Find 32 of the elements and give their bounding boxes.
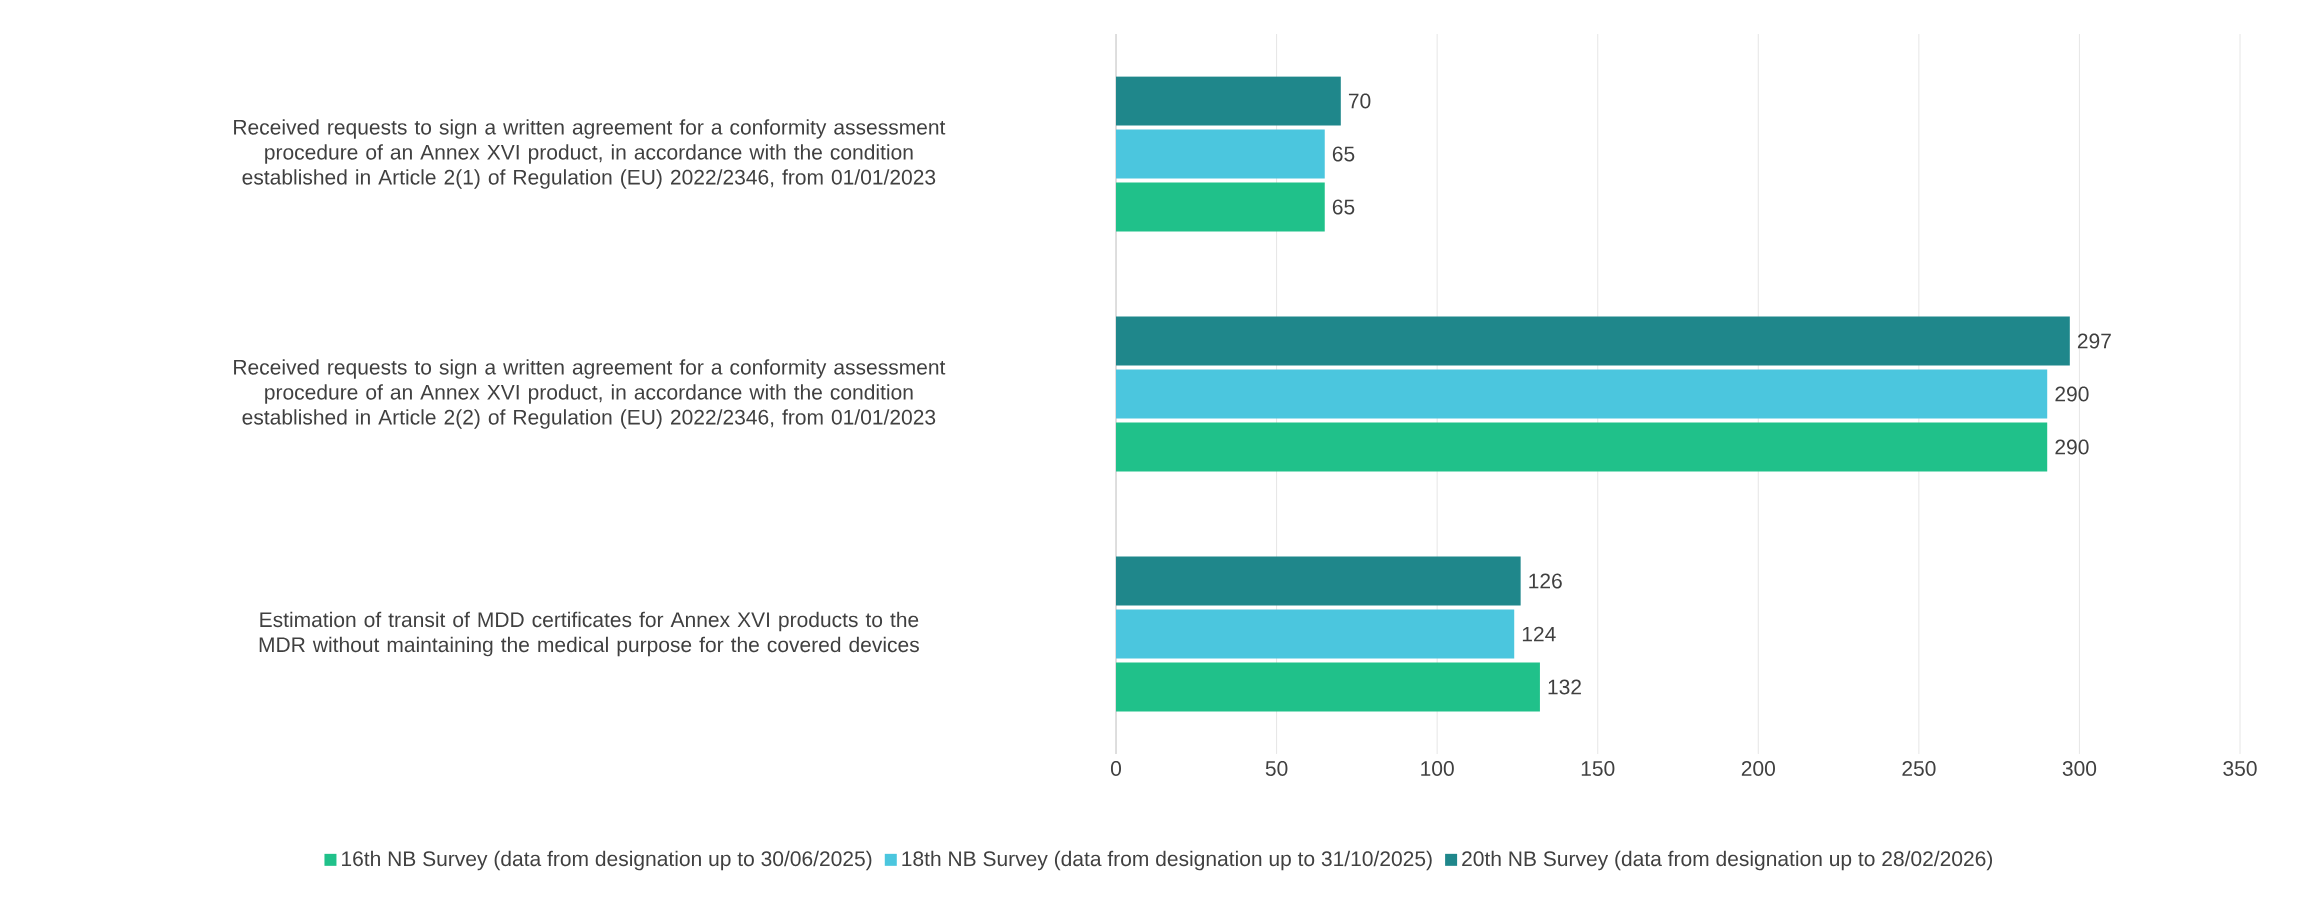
data-label: 124 (1522, 626, 1556, 642)
bar (1116, 316, 2070, 366)
x-tick-label: 150 (1581, 761, 1615, 776)
legend-label: 18th NB Survey (data from designation up to 31/10/2025) (902, 850, 1432, 871)
x-tick-label: 100 (1421, 761, 1454, 776)
data-label: 65 (1332, 199, 1355, 215)
data-label: 290 (2055, 439, 2089, 455)
bar (1116, 662, 1540, 712)
bar (1116, 556, 1521, 606)
y-tick-label: Estimation of transit of MDD certificates for Annex XVI products to the MDR without maintaining the medical purpose for the covered devices (259, 611, 919, 657)
data-label: 132 (1548, 679, 1581, 695)
data-label: 126 (1529, 573, 1562, 589)
x-tick-label: 300 (2062, 761, 2097, 776)
bar (1116, 609, 1515, 659)
legend-label: 20th NB Survey (data from designation up to 28/02/2026) (1462, 850, 1993, 871)
bar (1116, 76, 1341, 126)
x-tick-label: 200 (1741, 761, 1775, 776)
legend-label: 16th NB Survey (data from designation up to 30/06/2025) (342, 850, 872, 871)
data-label: 70 (1348, 93, 1371, 109)
bar (1116, 182, 1325, 232)
x-tick-label: 0 (1110, 761, 1122, 776)
x-tick-label: 250 (1902, 761, 1936, 776)
x-tick-label: 50 (1265, 761, 1288, 776)
data-label: 65 (1332, 146, 1355, 162)
y-tick-label: Received requests to sign a written agreement for a conformity assessment procedure of an Annex XVI product, in accordance with the condition established in Article 2(1) of Regulation (EU) 2022/2346, from 01/01/2023 (234, 119, 946, 189)
data-label: 297 (2077, 333, 2111, 349)
data-label: 290 (2055, 386, 2089, 402)
bar (1116, 369, 2048, 419)
bar (1116, 129, 1325, 179)
bar (1116, 422, 2048, 472)
y-tick-label: Received requests to sign a written agreement for a conformity assessment procedure of an Annex XVI product, in accordance with the condition established in Article 2(2) of Regulation (EU) 2022/2346, from 01/01/2023 (234, 359, 946, 429)
x-tick-label: 350 (2223, 761, 2257, 776)
